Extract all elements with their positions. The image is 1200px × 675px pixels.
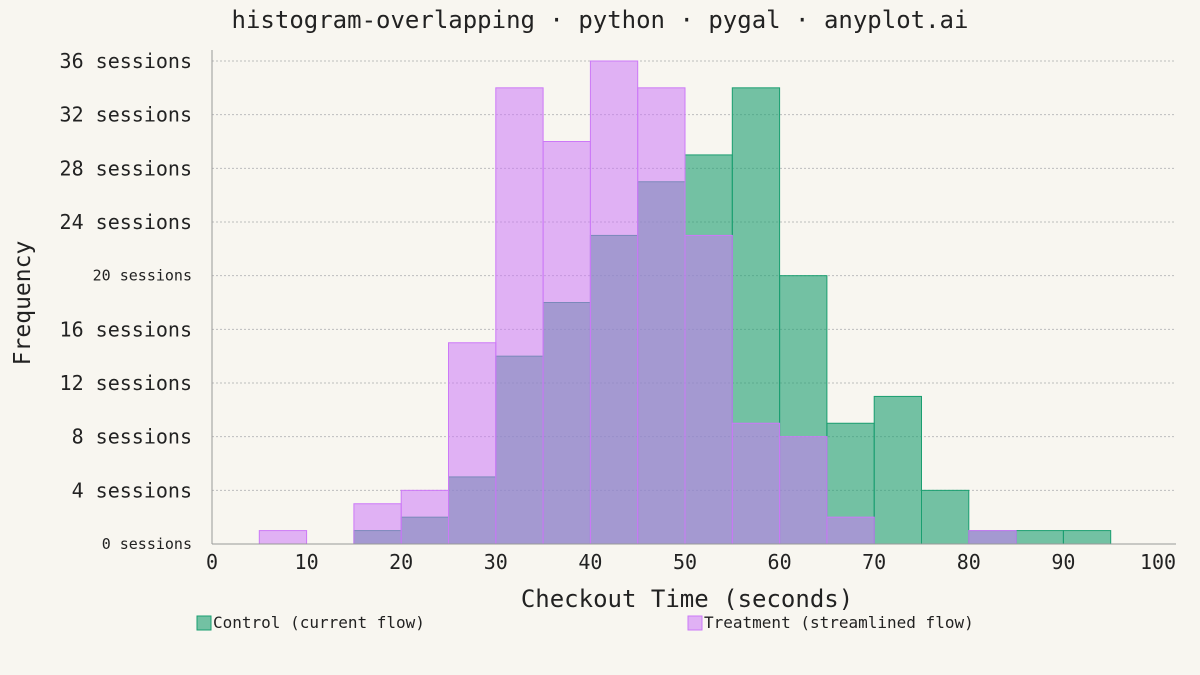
- histogram-bar: [589, 60, 639, 545]
- legend: Control (current flow) Treatment (streaml…: [196, 613, 974, 632]
- histogram-bar: [637, 87, 686, 545]
- histogram-bar: [495, 87, 544, 545]
- y-tick-label: 0 sessions: [102, 535, 192, 553]
- y-axis-ticks: 0 sessions 4 sessions 8 sessions 12 session…: [60, 49, 192, 553]
- y-tick-label: 4 sessions: [72, 478, 192, 502]
- histogram-bar: [921, 489, 970, 545]
- histogram-bar: [1062, 530, 1112, 545]
- histogram-bar: [968, 530, 1017, 545]
- histogram-bar: [400, 489, 450, 545]
- chart-title: histogram-overlapping · python · pygal ·…: [232, 6, 969, 34]
- y-tick-label: 24 sessions: [60, 210, 192, 234]
- histogram-bar: [826, 516, 875, 545]
- bars: [258, 60, 1112, 545]
- x-axis-ticks: 0 10 20 30 40 50 60 70 80 90 100: [206, 550, 1176, 574]
- histogram-bar: [1015, 530, 1064, 545]
- legend-label: Treatment (streamlined flow): [704, 613, 974, 632]
- y-axis-label: Frequency: [10, 241, 36, 366]
- legend-item: Treatment (streamlined flow): [687, 613, 974, 632]
- y-tick-label: 20 sessions: [93, 267, 192, 285]
- histogram-bar: [684, 234, 733, 545]
- histogram-bar: [542, 141, 591, 545]
- x-tick-label: 70: [862, 550, 886, 574]
- x-tick-label: 60: [768, 550, 792, 574]
- y-tick-label: 16 sessions: [60, 317, 192, 341]
- x-tick-label: 50: [673, 550, 697, 574]
- y-tick-label: 36 sessions: [60, 49, 192, 73]
- histogram-bar: [873, 395, 923, 545]
- histogram-bar: [258, 530, 308, 545]
- x-tick-label: 100: [1140, 550, 1176, 574]
- legend-item: Control (current flow): [196, 613, 425, 632]
- axes: [211, 50, 1176, 545]
- y-tick-label: 32 sessions: [60, 103, 192, 127]
- series-treatment: [258, 60, 1017, 545]
- histogram-bar: [448, 342, 497, 545]
- histogram-bar: [779, 436, 828, 545]
- x-tick-label: 90: [1051, 550, 1075, 574]
- x-tick-label: 20: [389, 550, 413, 574]
- histogram-bar: [731, 422, 781, 545]
- x-tick-label: 10: [295, 550, 319, 574]
- y-tick-label: 8 sessions: [72, 425, 192, 449]
- x-axis-label: Checkout Time (seconds): [521, 585, 853, 613]
- y-tick-label: 28 sessions: [60, 156, 192, 180]
- x-tick-label: 80: [957, 550, 981, 574]
- legend-swatch: [687, 615, 703, 631]
- x-tick-label: 40: [578, 550, 602, 574]
- x-tick-label: 0: [206, 550, 218, 574]
- legend-swatch: [196, 615, 212, 631]
- histogram-bar: [353, 503, 402, 545]
- y-tick-label: 12 sessions: [60, 371, 192, 395]
- x-tick-label: 30: [484, 550, 508, 574]
- legend-label: Control (current flow): [213, 613, 425, 632]
